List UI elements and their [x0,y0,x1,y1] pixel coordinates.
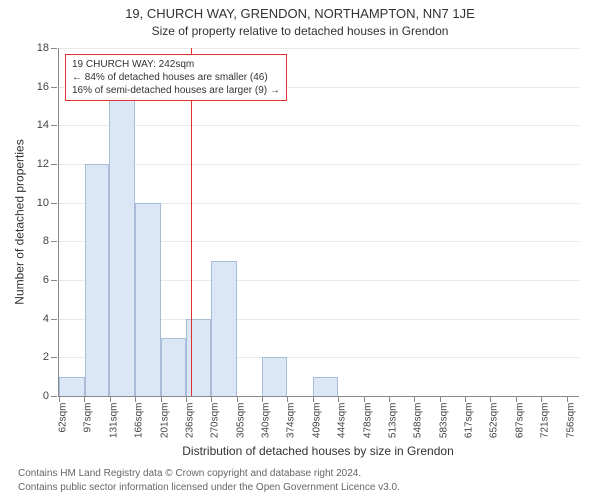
x-tick [567,396,568,402]
x-tick [161,396,162,402]
y-tick [51,280,57,281]
footer-line-2: Contains public sector information licen… [18,481,400,495]
y-tick [51,125,57,126]
x-tick [186,396,187,402]
histogram-bar [313,377,339,396]
x-tick-label: 62sqm [58,403,69,433]
x-tick-label: 236sqm [184,403,195,439]
y-tick-label: 6 [25,274,49,286]
y-tick-label: 14 [25,119,49,131]
x-tick [211,396,212,402]
y-tick [51,241,57,242]
histogram-bar [262,357,287,396]
annot-line-1: 19 CHURCH WAY: 242sqm [72,58,280,71]
y-tick-label: 12 [25,158,49,170]
x-tick [414,396,415,402]
annot-line-2: ← 84% of detached houses are smaller (46… [72,71,280,84]
footer-line-1: Contains HM Land Registry data © Crown c… [18,467,400,481]
y-tick-label: 16 [25,81,49,93]
x-tick [389,396,390,402]
x-tick-label: 652sqm [489,403,500,439]
y-tick [51,164,57,165]
y-tick [51,396,57,397]
y-tick [51,87,57,88]
x-tick [516,396,517,402]
chart-title: 19, CHURCH WAY, GRENDON, NORTHAMPTON, NN… [0,6,600,21]
histogram-bar [161,338,187,396]
x-tick [110,396,111,402]
x-tick [84,396,85,402]
y-tick [51,203,57,204]
x-tick-label: 305sqm [235,403,246,439]
x-tick-label: 444sqm [337,403,348,439]
y-tick-label: 2 [25,351,49,363]
annot-line-3: 16% of semi-detached houses are larger (… [72,84,280,97]
x-tick [262,396,263,402]
x-tick-label: 409sqm [311,403,322,439]
x-tick-label: 166sqm [134,403,145,439]
x-tick-label: 756sqm [565,403,576,439]
histogram-bar [135,203,161,396]
x-tick [364,396,365,402]
y-tick-label: 10 [25,197,49,209]
y-tick-label: 18 [25,42,49,54]
y-tick-label: 0 [25,390,49,402]
y-tick-label: 4 [25,313,49,325]
y-tick-label: 8 [25,235,49,247]
x-tick-label: 97sqm [83,403,94,433]
y-tick [51,48,57,49]
histogram-bar [59,377,85,396]
marker-annotation: 19 CHURCH WAY: 242sqm ← 84% of detached … [65,54,287,101]
footer: Contains HM Land Registry data © Crown c… [18,467,400,494]
chart-container: 19, CHURCH WAY, GRENDON, NORTHAMPTON, NN… [0,0,600,500]
gridline [59,164,579,165]
x-tick-label: 513sqm [387,403,398,439]
gridline [59,48,579,49]
plot-area: 02468101214161862sqm97sqm131sqm166sqm201… [58,48,579,397]
chart-subtitle: Size of property relative to detached ho… [0,24,600,38]
x-tick-label: 617sqm [464,403,475,439]
x-tick-label: 548sqm [413,403,424,439]
x-tick [490,396,491,402]
x-tick [313,396,314,402]
x-tick-label: 478sqm [362,403,373,439]
x-tick [135,396,136,402]
x-tick [287,396,288,402]
x-tick [440,396,441,402]
x-tick-label: 721sqm [540,403,551,439]
x-tick [59,396,60,402]
x-tick [465,396,466,402]
x-tick-label: 270sqm [210,403,221,439]
x-tick [338,396,339,402]
x-tick-label: 131sqm [108,403,119,439]
x-axis-label: Distribution of detached houses by size … [58,444,578,458]
x-tick [237,396,238,402]
histogram-bar [211,261,237,396]
x-tick-label: 374sqm [286,403,297,439]
histogram-bar [85,164,110,396]
x-tick [541,396,542,402]
x-tick-label: 687sqm [514,403,525,439]
y-tick [51,319,57,320]
x-tick-label: 201sqm [159,403,170,439]
y-axis-label-wrap: Number of detached properties [14,48,26,396]
gridline [59,125,579,126]
x-tick-label: 340sqm [261,403,272,439]
x-tick-label: 583sqm [438,403,449,439]
y-tick [51,357,57,358]
histogram-bar [109,87,135,396]
